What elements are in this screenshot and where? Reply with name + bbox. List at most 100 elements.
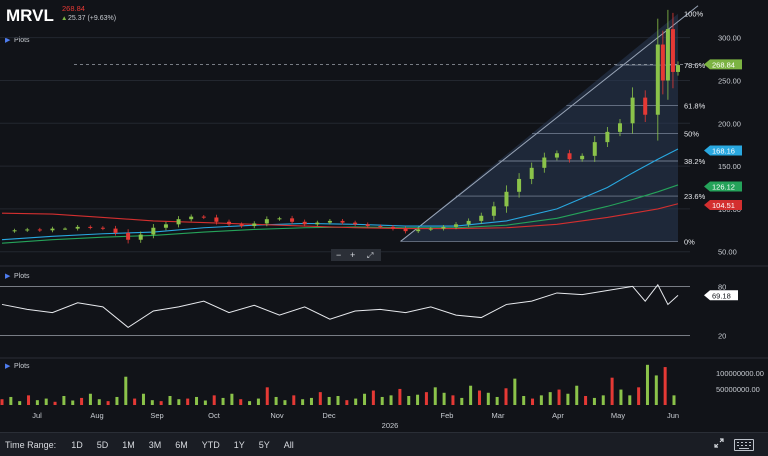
volume-bar (354, 398, 358, 405)
zoom-out-button[interactable]: − (336, 250, 341, 260)
rsi-line (1, 283, 679, 329)
volume-bar (592, 397, 596, 405)
y-tick-label: 50.00 (718, 248, 737, 257)
candle-body (327, 220, 332, 223)
reset-zoom-button[interactable]: ⤢ (366, 251, 373, 260)
fib-level-label: 0% (684, 237, 695, 246)
volume-bar (195, 396, 199, 405)
zoom-in-button[interactable]: + (350, 250, 355, 260)
volume-bar (531, 398, 535, 405)
candle-body (554, 153, 559, 158)
volume-bar (566, 393, 570, 405)
x-tick-label: Dec (322, 411, 336, 420)
volume-bar (672, 395, 676, 405)
candle-body (365, 224, 370, 227)
candle-body (428, 228, 433, 230)
candle-body (378, 226, 383, 228)
volume-bar (35, 400, 39, 405)
volume-bar (398, 388, 402, 405)
fib-level-label: 23.6% (684, 192, 706, 201)
collapse-triangle-icon[interactable]: ▶ (5, 363, 11, 370)
volume-bar (230, 393, 234, 405)
candle-body (529, 167, 534, 179)
range-all[interactable]: All (283, 439, 294, 450)
volume-bar (539, 395, 543, 405)
range-6m[interactable]: 6M (175, 439, 188, 450)
y-tick-label: 50000000.00 (716, 385, 760, 394)
volume-bar (557, 389, 561, 405)
volume-bar (283, 400, 287, 405)
volume-bar (80, 397, 84, 405)
volume-bar (460, 397, 464, 405)
rsi-tag-label: 69.18 (712, 291, 731, 300)
candle-body (580, 155, 585, 160)
volume-bar (27, 395, 31, 405)
price-tag-label: 104.51 (712, 201, 735, 210)
collapse-triangle-icon[interactable]: ▶ (5, 273, 11, 280)
rsi-panel: 80 20 69.18 (0, 282, 738, 341)
candle-body (227, 221, 232, 225)
candle-body (655, 44, 660, 115)
candle-body (163, 224, 168, 228)
volume-bar (62, 396, 66, 405)
volume-bar (301, 399, 305, 405)
candle-body (416, 229, 421, 232)
keyboard-icon[interactable] (734, 439, 754, 451)
x-tick-label: 2026 (382, 421, 399, 430)
panel-label-main: Plots (14, 37, 30, 44)
header-change: 25.37 (+9.63%) (68, 15, 116, 22)
volume-bar (106, 401, 110, 405)
y-tick-label: 250.00 (718, 76, 741, 85)
x-axis: Jul Aug Sep Oct Nov Dec 2026 Feb Mar Apr May Jun (32, 411, 679, 430)
candle-body (264, 219, 269, 224)
range-1m[interactable]: 1M (122, 439, 135, 450)
x-tick-label: Aug (90, 411, 103, 420)
range-ytd[interactable]: YTD (201, 439, 220, 450)
volume-bar (327, 396, 331, 405)
volume-bar (389, 395, 393, 405)
volume-bar (442, 392, 446, 405)
volume-panel: 100000000.00 50000000.00 (0, 364, 764, 405)
volume-bar (292, 395, 296, 405)
footer-toolbar: Time Range: 1D 5D 1M 3M 6M YTD 1Y 5Y All (0, 432, 768, 456)
price-tag-label: 168.16 (712, 147, 735, 156)
volume-bar (203, 400, 207, 405)
volume-bar (150, 400, 154, 405)
candle-body (189, 216, 194, 220)
fib-trendline (400, 5, 699, 242)
candle-body (676, 65, 680, 72)
candle-body (630, 97, 635, 124)
candle-body (176, 219, 181, 225)
candle-body (353, 222, 358, 225)
collapse-triangle-icon[interactable]: ▶ (5, 37, 11, 44)
volume-bar (363, 393, 367, 405)
price-tag (704, 181, 742, 192)
range-5d[interactable]: 5D (96, 439, 109, 450)
volume-bar (141, 393, 145, 405)
range-5y[interactable]: 5Y (258, 439, 270, 450)
rsi-tag (704, 290, 738, 301)
range-1y[interactable]: 1Y (233, 439, 245, 450)
volume-bar (44, 398, 48, 405)
volume-bar (654, 375, 658, 405)
volume-bar (97, 399, 101, 405)
price-tag-label: 126.12 (712, 183, 735, 192)
volume-bar (336, 396, 340, 405)
header-price: 268.84 (62, 4, 85, 13)
candle-body (466, 220, 471, 225)
fib-level-label: 38.2% (684, 157, 706, 166)
candle-body (504, 191, 509, 207)
volume-bar (212, 395, 216, 405)
candle-body (63, 228, 68, 230)
fib-level-label: 78.6% (684, 61, 706, 70)
zoom-toolbar: − + ⤢ (331, 249, 381, 261)
range-1d[interactable]: 1D (71, 439, 83, 450)
fullscreen-icon[interactable] (714, 438, 724, 448)
range-3m[interactable]: 3M (148, 439, 162, 450)
volume-bar (248, 401, 252, 405)
candle-body (479, 215, 484, 221)
candle-body (25, 229, 30, 231)
volume-bar (0, 399, 4, 405)
price-tag-label: 268.84 (712, 60, 735, 69)
candle-body (340, 220, 345, 223)
